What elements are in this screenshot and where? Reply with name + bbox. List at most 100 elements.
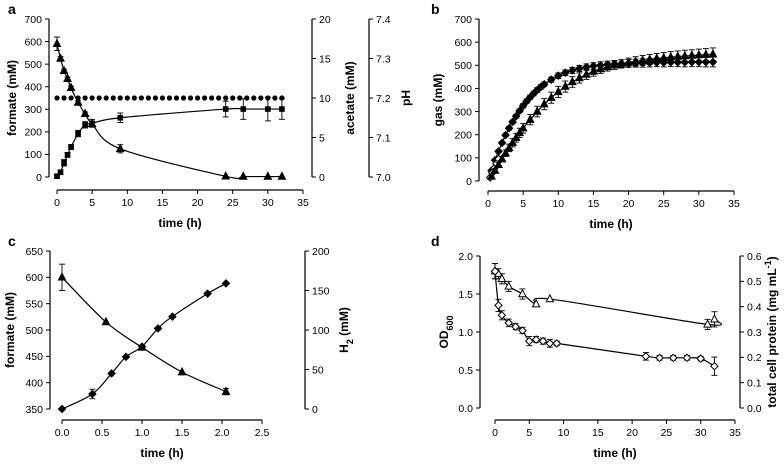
x-tick-label: 25 [661, 427, 673, 439]
data-point [596, 63, 605, 73]
panel-label-a: a [8, 1, 16, 17]
data-point [645, 54, 655, 63]
y-tick-label-formate: 600 [25, 272, 43, 284]
y-tick-label-formate: 500 [24, 59, 42, 71]
data-point [221, 279, 231, 288]
x-tick-label: 25 [658, 198, 670, 210]
data-point [61, 95, 67, 101]
data-point [603, 61, 612, 71]
data-point [518, 326, 527, 335]
data-point [538, 336, 548, 346]
data-point [511, 111, 521, 121]
series-d-1 [490, 263, 719, 376]
data-point [110, 95, 116, 101]
x-tick-label: 0.0 [55, 427, 70, 439]
data-point [546, 92, 556, 101]
data-point [138, 95, 144, 101]
y-tick-label-gas: 400 [454, 83, 472, 95]
data-point [272, 95, 278, 101]
data-point [708, 48, 718, 58]
data-point [490, 266, 500, 276]
data-point [501, 130, 510, 140]
data-point [501, 147, 510, 157]
y-tick-label-acetate: 20 [319, 14, 331, 26]
data-point [696, 354, 706, 363]
data-point [567, 76, 577, 86]
data-point [279, 95, 285, 101]
data-point [194, 95, 201, 101]
y-tick-label-formate: 350 [25, 404, 43, 416]
data-point [539, 98, 549, 108]
data-point [265, 106, 271, 112]
x-tick-label: 30 [695, 427, 707, 439]
data-point [494, 159, 503, 168]
panel-label-c: c [8, 233, 16, 249]
series-b-2 [487, 47, 718, 180]
data-point [703, 319, 712, 328]
panel-label-b: b [431, 1, 440, 17]
y-tick-label-protein: 0.5 [747, 276, 762, 288]
data-point [75, 130, 81, 137]
data-point [115, 143, 125, 152]
data-point [88, 389, 97, 399]
data-point [682, 353, 692, 363]
data-point [240, 106, 247, 112]
data-point [638, 55, 648, 64]
data-point [187, 95, 194, 101]
x-tick-label: 30 [693, 198, 705, 210]
x-tick-label: 15 [592, 427, 604, 439]
data-point [82, 122, 88, 128]
data-point [103, 95, 109, 101]
series-a-0 [52, 36, 287, 180]
data-point [518, 101, 528, 111]
data-point [504, 318, 514, 328]
data-point [89, 120, 95, 127]
series-d-0 [490, 263, 723, 330]
data-point [238, 171, 248, 180]
y-tick-label-od: 0.5 [458, 365, 473, 377]
data-point [490, 165, 500, 174]
x-tick-label: 20 [623, 198, 635, 210]
data-point [56, 53, 65, 62]
data-point [575, 64, 584, 73]
series-c-1 [57, 279, 231, 414]
y-tick-label-ph: 7.0 [376, 172, 391, 184]
y-axis-title-protein: total cell protein (mg mL-1) [763, 256, 779, 407]
data-point [107, 369, 116, 378]
y-tick-label-h2: 150 [312, 285, 330, 297]
y-tick-label-od: 0.0 [458, 403, 473, 415]
data-point [673, 51, 683, 60]
series-a-1 [54, 96, 285, 180]
y-axis-title-gas: gas (mM) [431, 74, 445, 127]
data-point [279, 106, 285, 112]
data-point [497, 273, 507, 282]
y-tick-label-formate: 650 [25, 246, 43, 258]
data-point [641, 352, 651, 361]
y-tick-label-gas: 700 [454, 14, 472, 26]
data-point [75, 95, 81, 101]
x-axis-title: time (h) [158, 216, 201, 230]
y-axis-title-h2: H2 (mM) [337, 307, 355, 353]
fit-line [61, 276, 227, 393]
data-point [117, 95, 123, 101]
data-point [277, 171, 287, 180]
data-point [666, 51, 676, 61]
y-tick-label-formate: 600 [24, 36, 42, 48]
y-tick-label-acetate: 15 [319, 53, 331, 65]
data-point [265, 95, 271, 101]
data-point [624, 57, 633, 66]
data-point [518, 288, 527, 298]
data-point [701, 49, 711, 58]
data-point [180, 95, 187, 101]
y-axis-title-acetate: acetate (mM) [343, 61, 357, 134]
data-point [508, 137, 518, 147]
data-point [508, 117, 517, 127]
x-tick-label: 10 [552, 198, 564, 210]
y-axis-title-h2-part: H [337, 344, 351, 353]
data-point [531, 298, 541, 308]
data-point [221, 386, 231, 395]
y-tick-label-protein: 0.3 [747, 327, 762, 339]
data-point [73, 97, 83, 106]
